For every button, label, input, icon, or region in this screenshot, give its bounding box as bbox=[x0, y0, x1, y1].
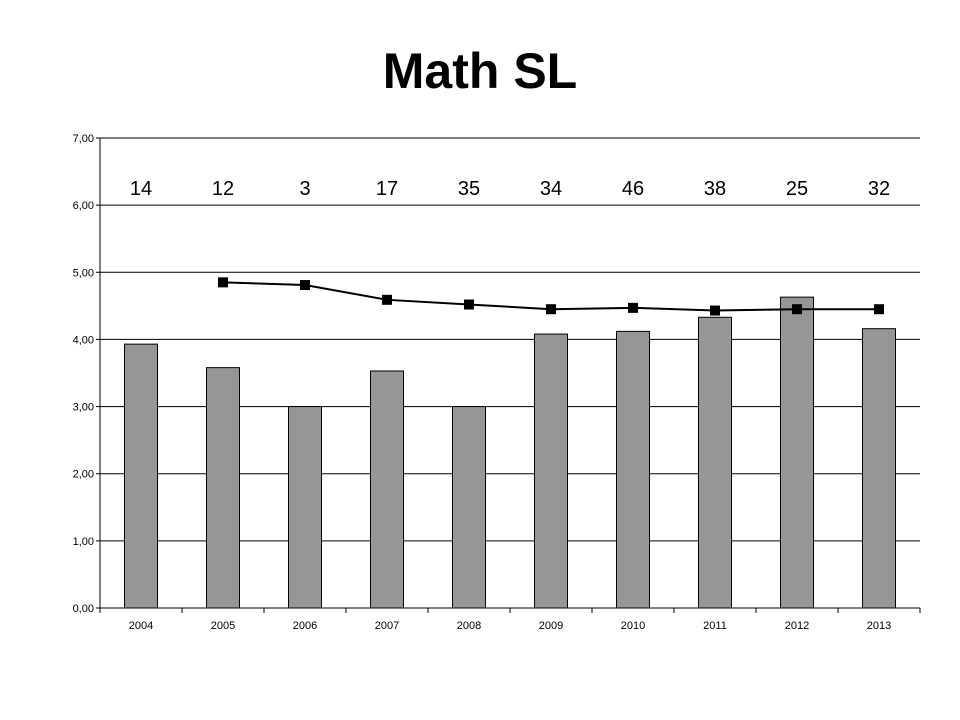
bars bbox=[124, 296, 896, 609]
y-tick-labels: 0,00 1,00 2,00 3,00 4,00 5,00 6,00 7,00 bbox=[73, 133, 94, 615]
line-marker bbox=[300, 280, 310, 291]
count-label: 46 bbox=[622, 178, 644, 200]
x-tick-label: 2009 bbox=[539, 620, 563, 632]
line-marker bbox=[382, 294, 392, 305]
count-labels: 14 12 3 17 35 34 46 38 25 32 bbox=[130, 178, 890, 200]
x-tick-label: 2007 bbox=[375, 620, 399, 632]
count-label: 17 bbox=[376, 178, 398, 200]
y-tick-label: 6,00 bbox=[73, 200, 94, 212]
bar bbox=[616, 330, 650, 609]
bar bbox=[780, 296, 814, 609]
y-tick-label: 1,00 bbox=[73, 536, 94, 548]
y-tick-label: 2,00 bbox=[73, 469, 94, 481]
line-marker bbox=[792, 304, 802, 315]
bar bbox=[124, 343, 158, 609]
x-tick-label: 2010 bbox=[621, 620, 645, 632]
count-label: 12 bbox=[212, 178, 234, 200]
bar bbox=[452, 406, 486, 609]
line-markers bbox=[218, 277, 884, 316]
count-label: 3 bbox=[299, 178, 310, 200]
bar bbox=[862, 328, 896, 609]
x-tick-labels: 2004 2005 2006 2007 2008 2009 2010 2011 2012 2013 bbox=[129, 620, 891, 632]
count-label: 32 bbox=[868, 178, 890, 200]
y-tick-label: 5,00 bbox=[73, 267, 94, 279]
count-label: 35 bbox=[458, 178, 480, 200]
x-tick-label: 2008 bbox=[457, 620, 481, 632]
count-label: 34 bbox=[540, 178, 562, 200]
line-marker bbox=[546, 304, 556, 315]
line-marker bbox=[218, 277, 228, 288]
y-tick-label: 0,00 bbox=[73, 603, 94, 615]
line-marker bbox=[464, 299, 474, 310]
x-tick-label: 2005 bbox=[211, 620, 235, 632]
x-tick-label: 2013 bbox=[867, 620, 891, 632]
count-label: 14 bbox=[130, 178, 152, 200]
count-label: 38 bbox=[704, 178, 726, 200]
bar bbox=[534, 333, 568, 609]
line-marker bbox=[710, 305, 720, 316]
chart-title: Math SL bbox=[382, 43, 578, 99]
y-tick-label: 4,00 bbox=[73, 334, 94, 346]
x-tick-label: 2006 bbox=[293, 620, 317, 632]
bar bbox=[370, 370, 404, 609]
y-tick-label: 3,00 bbox=[73, 402, 94, 414]
y-tick-label: 7,00 bbox=[73, 133, 94, 145]
line-marker bbox=[628, 302, 638, 313]
line-marker bbox=[874, 304, 884, 315]
x-tick-label: 2012 bbox=[785, 620, 809, 632]
axes bbox=[96, 137, 921, 613]
bar bbox=[288, 406, 322, 609]
bar bbox=[698, 316, 732, 609]
x-tick-label: 2004 bbox=[129, 620, 153, 632]
bar bbox=[206, 367, 240, 609]
x-tick-label: 2011 bbox=[703, 620, 727, 632]
count-label: 25 bbox=[786, 178, 808, 200]
